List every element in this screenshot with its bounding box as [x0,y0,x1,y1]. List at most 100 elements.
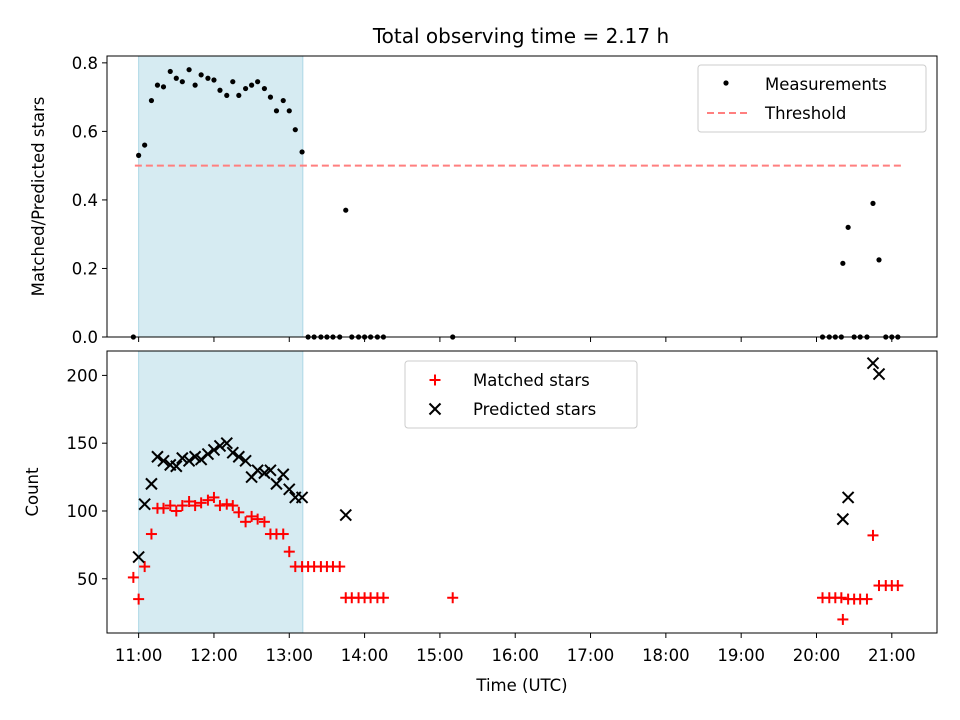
matched-star-point [334,561,346,573]
y-tick-label: 50 [77,570,98,589]
x-axis-label: Time (UTC) [475,676,567,695]
measurement-point [217,87,223,93]
x-tick-label: 21:00 [868,646,916,665]
predicted-star-point [866,356,880,370]
measurement-point [148,97,155,104]
predicted-star-point [220,436,233,450]
measurement-point [299,149,305,155]
measurement-point [286,108,292,114]
matched-star-point [183,495,195,507]
predicted-star-point [277,468,290,481]
measurement-point [242,85,249,92]
legend-measurements-marker [723,80,729,86]
matched-star-point [176,500,188,512]
measurement-point [160,84,167,90]
matched-star-point [157,502,169,514]
y-tick-label: 0.0 [72,328,98,347]
chart-title: Total observing time = 2.17 h [372,24,669,48]
matched-star-point [133,593,145,605]
predicted-star-point [295,491,309,504]
predicted-star-point [339,508,352,522]
matched-star-point [145,528,157,540]
predicted-star-point [836,512,850,526]
predicted-star-point [872,367,886,381]
matched-star-point [202,494,214,506]
matched-star-point [835,592,847,604]
matched-star-point [837,613,849,625]
matched-star-point [214,500,226,512]
y-tick-label: 200 [67,366,99,385]
y-tick-label: 150 [67,434,99,453]
y-tick-label: 0.2 [72,259,98,278]
measurement-point [179,79,185,85]
matched-star-point [208,491,220,503]
measurement-point [198,72,204,78]
legend-measurements-label: Measurements [765,75,887,94]
measurement-point [186,67,192,73]
top-highlight-band [138,55,304,338]
matched-star-point [246,510,258,522]
predicted-star-point [264,464,277,477]
predicted-star-point [145,477,158,491]
observing-window-band [138,350,304,634]
bottom-y-ticks: 50 100 150 200 [67,366,107,589]
matched-star-point [447,592,459,604]
legend-predicted-marker [428,402,442,416]
legend-matched-marker [429,374,441,386]
measurement-point [876,257,882,263]
legend-box [697,64,927,133]
x-tick-label: 15:00 [416,646,464,665]
matched-star-point [283,546,295,558]
predicted-star-point [170,460,183,473]
predicted-star-point [239,454,252,468]
measurement-point [273,108,280,114]
matched-star-point [195,497,207,509]
matched-star-point [233,506,245,518]
x-tick-label: 16:00 [491,646,539,665]
predicted-star-point [132,550,145,564]
bottom-plot-frame [106,350,938,634]
matched-star-point [221,498,233,510]
matched-star-point [189,500,201,512]
predicted-star-point [213,439,227,453]
measurement-point [236,92,242,99]
matched-stars-series [127,491,904,625]
measurement-point [192,82,198,88]
measurement-point [205,75,211,81]
top-panel: 0.00.20.40.60.8 Matched/Predicted stars … [29,54,938,347]
top-y-axis-label: Matched/Predicted stars [29,97,48,297]
measurement-point [261,85,268,92]
x-tick-label: 12:00 [190,646,238,665]
predicted-star-point [232,450,246,463]
predicted-star-point [207,443,221,457]
predicted-star-point [283,483,296,496]
measurement-point [167,68,173,75]
measurement-point [267,94,274,100]
predicted-star-point [841,491,855,504]
predicted-star-point [201,447,215,461]
matched-star-point [170,505,182,517]
bottom-y-axis-label: Count [23,467,42,517]
matched-star-point [252,513,264,525]
measurement-point [224,92,230,99]
measurement-point [280,97,286,104]
top-y-ticks: 0.0 0.2 0.4 0.6 0.8 [72,54,107,347]
legend-threshold-label: Threshold [764,104,846,123]
measurement-point [870,200,876,206]
x-tick-label: 20:00 [793,646,841,665]
measurement-point [255,79,261,85]
x-tick-label: 18:00 [642,646,690,665]
measurement-point [343,207,349,213]
y-tick-label: 0.8 [72,54,98,73]
matched-star-point [139,561,151,573]
x-tick-label: 14:00 [341,646,389,665]
predicted-star-point [270,477,283,491]
matched-star-point [377,592,389,604]
measurement-point [845,224,851,230]
matched-star-point [240,516,252,528]
predicted-star-point [182,454,196,468]
bottom-legend: Matched stars Predicted stars [404,360,638,429]
y-tick-label: 0.4 [72,191,98,210]
bottom-highlight-band [138,350,304,634]
top-legend: Measurements Threshold [697,64,927,133]
